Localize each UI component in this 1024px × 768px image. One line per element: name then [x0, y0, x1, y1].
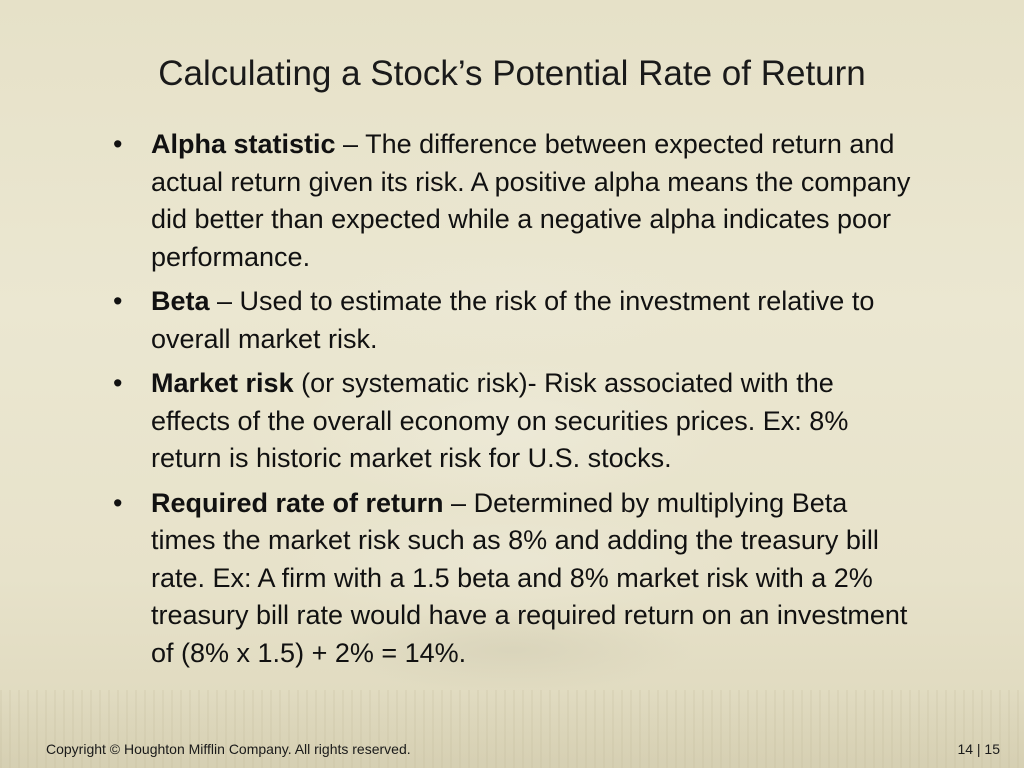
footer-copyright: Copyright © Houghton Mifflin Company. Al… — [46, 741, 411, 757]
footer-page-number: 14 | 15 — [957, 741, 1000, 757]
bullet-market-risk: • Market risk (or systematic risk)- Risk … — [113, 365, 913, 478]
bullet-term: Required rate of return — [151, 487, 444, 518]
bullet-list: • Alpha statistic – The difference betwee… — [113, 126, 913, 679]
bullet-required-rate-of-return: • Required rate of return – Determined by… — [113, 485, 913, 673]
bullet-marker: • — [113, 487, 123, 518]
slide-title: Calculating a Stock’s Potential Rate of … — [158, 54, 866, 93]
bullet-alpha-statistic: • Alpha statistic – The difference betwee… — [113, 126, 913, 276]
bullet-beta: • Beta – Used to estimate the risk of the… — [113, 283, 913, 358]
bullet-term: Beta — [151, 286, 210, 316]
bullet-term: Market risk — [151, 368, 294, 398]
sand-texture — [0, 690, 1024, 768]
bullet-term: Alpha statistic — [151, 129, 336, 159]
bullet-marker: • — [113, 129, 123, 159]
bullet-marker: • — [113, 286, 123, 316]
bullet-text: (or systematic risk)- Risk associated wi… — [151, 368, 849, 473]
bullet-text: – The difference between expected return… — [151, 129, 911, 272]
bullet-text: – Used to estimate the risk of the inves… — [151, 286, 875, 354]
bullet-text: – Determined by multiplying Beta times t… — [151, 487, 908, 668]
bullet-marker: • — [113, 368, 123, 398]
